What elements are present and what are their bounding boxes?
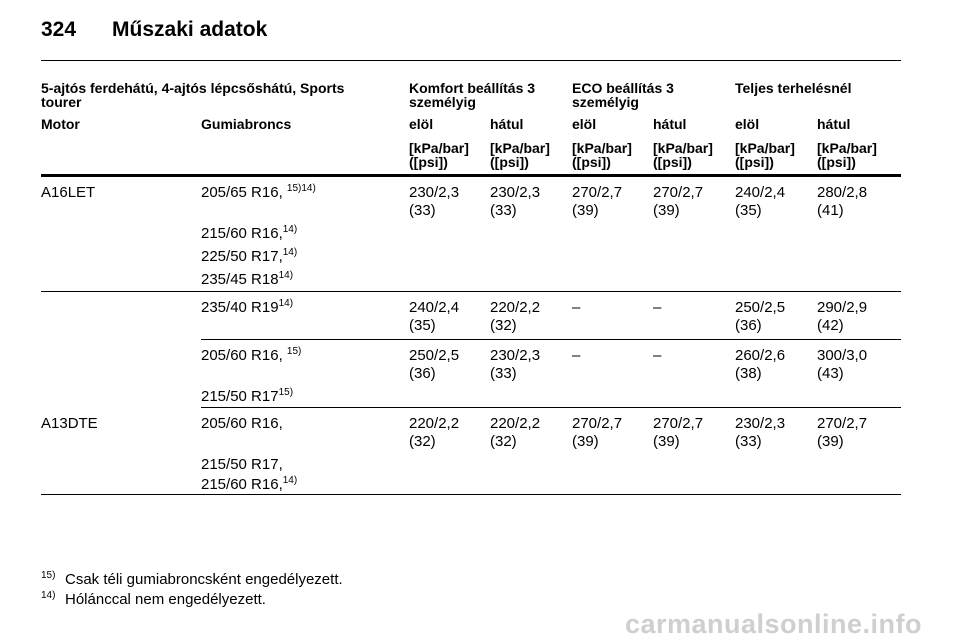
unit-label: [kPa/bar] ([psi]) <box>409 140 469 170</box>
tyre-cell: 235/40 R1914) <box>201 298 294 317</box>
pressure-value: 230/2,3 (33) <box>409 184 460 219</box>
tyre-cell: 235/45 R1814) <box>201 270 294 289</box>
pressure-value: 290/2,9 (42) <box>817 299 868 334</box>
pressure-value: 270/2,7 (39) <box>817 415 868 450</box>
table-header-row-units: [kPa/bar] ([psi]) [kPa/bar] ([psi]) [kPa… <box>41 141 901 177</box>
group-komfort: Komfort beállítás 3 személyig <box>409 80 536 110</box>
page-header: 324 Műszaki adatok <box>41 18 267 42</box>
pressure-value: 220/2,2 (32) <box>490 415 541 450</box>
group-eco: ECO beállítás 3 személyig <box>572 80 674 110</box>
watermark: carmanualsonline.info <box>624 609 922 639</box>
pressure-value: – <box>653 299 662 316</box>
pressure-value: – <box>653 347 662 364</box>
motor-cell: A13DTE <box>41 415 98 432</box>
footnotes: 15) Csak téli gumiabroncsként engedélyez… <box>41 570 343 610</box>
footnote: 15) Csak téli gumiabroncsként engedélyez… <box>41 570 343 590</box>
column-front: elöl <box>572 116 597 132</box>
table-header-row-groups: 5-ajtós ferdehátú, 4-ajtós lépcsőshátú, … <box>41 61 901 117</box>
tyre-cell: 215/60 R16,14) <box>201 475 298 494</box>
tyre-cell: 215/50 R17, <box>201 456 283 473</box>
pressure-value: 270/2,7 (39) <box>572 415 623 450</box>
tyre-cell: 225/50 R17,14) <box>201 247 298 266</box>
pressure-value: 280/2,8 (41) <box>817 184 868 219</box>
pressure-value: 270/2,7 (39) <box>653 184 704 219</box>
pressure-value: 230/2,3 (33) <box>490 184 541 219</box>
page-title: Műszaki adatok <box>112 18 268 41</box>
unit-label: [kPa/bar] ([psi]) <box>653 140 713 170</box>
footnote-text: Hólánccal nem engedélyezett. <box>65 591 266 608</box>
tyre-cell: 205/60 R16, 15) <box>201 346 302 365</box>
pressure-value: 220/2,2 (32) <box>490 299 541 334</box>
pressure-value: 230/2,3 (33) <box>735 415 786 450</box>
pressure-value: 270/2,7 (39) <box>653 415 704 450</box>
column-front: elöl <box>409 116 434 132</box>
footnote-number: 15) <box>41 570 56 581</box>
pressure-value: 300/3,0 (43) <box>817 347 868 382</box>
column-motor: Motor <box>41 116 80 132</box>
column-rear: hátul <box>817 116 851 132</box>
unit-label: [kPa/bar] ([psi]) <box>735 140 795 170</box>
unit-label: [kPa/bar] ([psi]) <box>817 140 877 170</box>
unit-label: [kPa/bar] ([psi]) <box>490 140 550 170</box>
column-front: elöl <box>735 116 760 132</box>
group-full-load: Teljes terhelésnél <box>735 80 852 96</box>
pressure-value: 220/2,2 (32) <box>409 415 460 450</box>
pressure-value: 230/2,3 (33) <box>490 347 541 382</box>
motor-cell: A16LET <box>41 184 96 201</box>
column-tyre: Gumiabroncs <box>201 116 292 132</box>
page-number: 324 <box>41 18 77 41</box>
table-header-row-columns: Motor Gumiabroncs elöl hátul elöl hátul … <box>41 117 901 141</box>
pressure-value: 240/2,4 (35) <box>735 184 786 219</box>
table-row: 205/60 R16, 15) 215/50 R1715) 250/2,5 (36… <box>201 340 901 408</box>
pressure-value: – <box>572 347 581 364</box>
unit-label: [kPa/bar] ([psi]) <box>572 140 632 170</box>
footnote-number: 14) <box>41 590 56 601</box>
tyre-pressure-table: 5-ajtós ferdehátú, 4-ajtós lépcsőshátú, … <box>41 60 901 495</box>
column-rear: hátul <box>490 116 524 132</box>
pressure-value: – <box>572 299 581 316</box>
table-row: A13DTE 205/60 R16, 215/50 R17, 215/60 R1… <box>41 408 901 495</box>
pressure-value: 250/2,5 (36) <box>409 347 460 382</box>
vehicle-title: 5-ajtós ferdehátú, 4-ajtós lépcsőshátú, … <box>41 80 345 110</box>
pressure-value: 240/2,4 (35) <box>409 299 460 334</box>
footnote-text: Csak téli gumiabroncsként engedélyezett. <box>65 571 343 588</box>
pressure-value: 260/2,6 (38) <box>735 347 786 382</box>
tyre-cell: 215/60 R16,14) <box>201 224 298 243</box>
tyre-cell: 205/60 R16, <box>201 415 283 432</box>
pressure-value: 250/2,5 (36) <box>735 299 786 334</box>
table-row: A16LET 205/65 R16, 15)14) 215/60 R16,14)… <box>41 177 901 292</box>
footnote: 14) Hólánccal nem engedélyezett. <box>41 590 343 610</box>
column-rear: hátul <box>653 116 687 132</box>
tyre-cell: 205/65 R16, 15)14) <box>201 183 316 202</box>
pressure-value: 270/2,7 (39) <box>572 184 623 219</box>
table-row: 235/40 R1914) 240/2,4 (35) 220/2,2 (32) – … <box>201 292 901 340</box>
tyre-cell: 215/50 R1715) <box>201 387 294 406</box>
